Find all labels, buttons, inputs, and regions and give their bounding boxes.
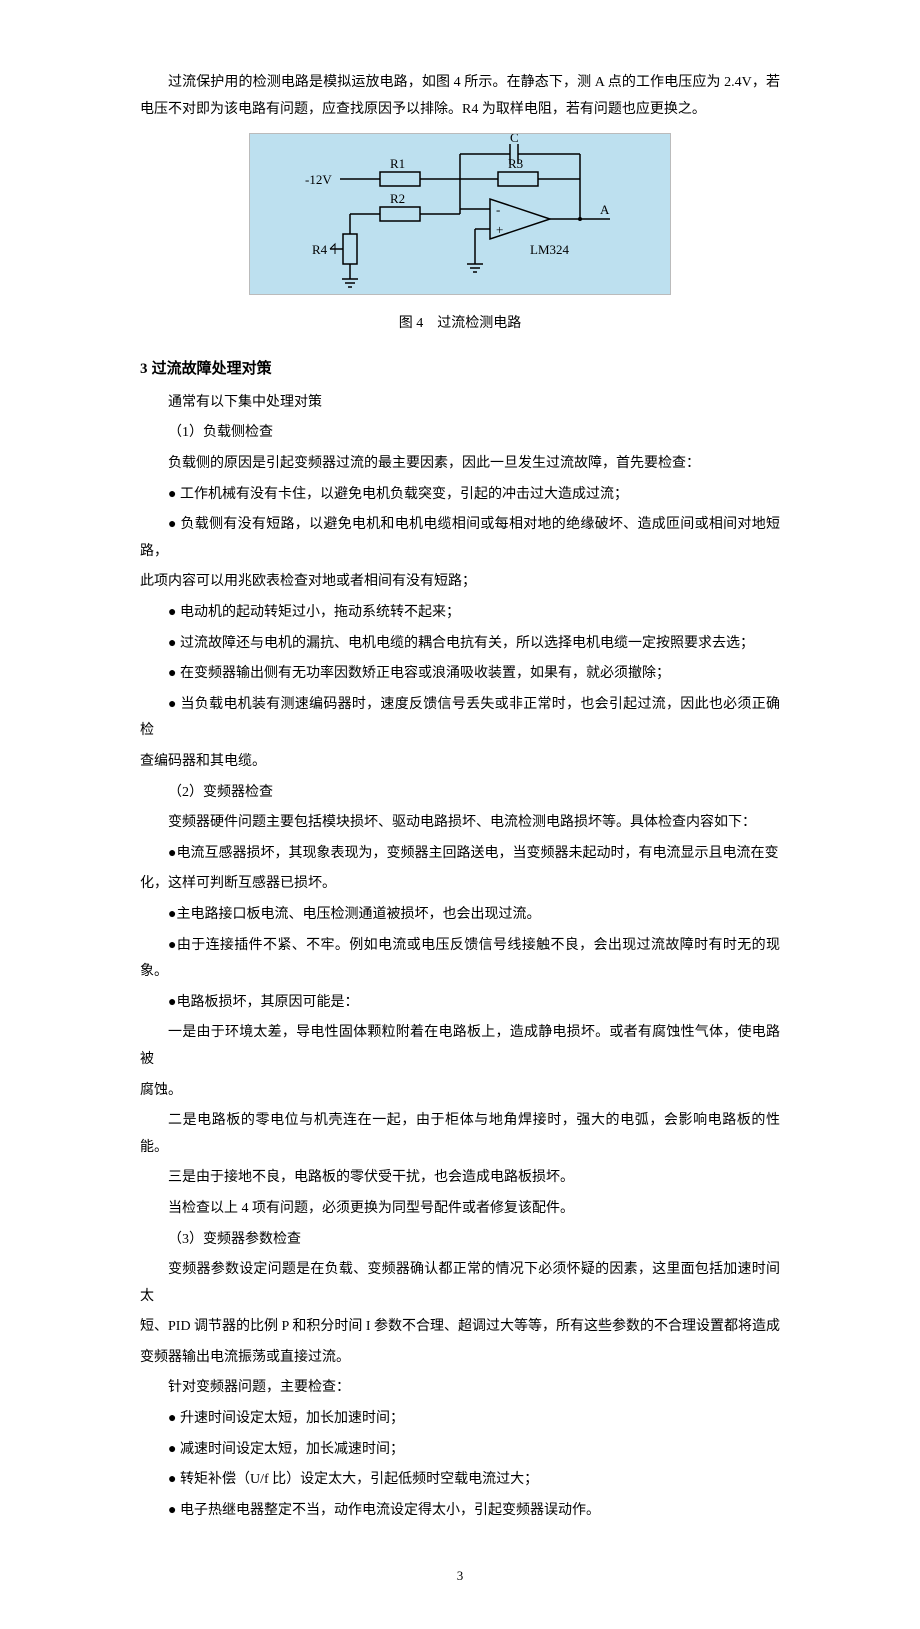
sec3-sub1-b1: ● 工作机械有没有卡住，以避免电机负载突变，引起的冲击过大造成过流； [140, 482, 780, 509]
sec3-sub2-end: 当检查以上 4 项有问题，必须更换为同型号配件或者修复该配件。 [140, 1196, 780, 1223]
opamp-plus: + [496, 222, 503, 237]
sec3-sub2-b1b: 化，这样可判断互感器已损坏。 [140, 871, 780, 898]
sec3-sub1-b5: ● 在变频器输出侧有无功率因数矫正电容或浪涌吸收装置，如果有，就必须撤除； [140, 661, 780, 688]
sec3-sub2-b3: ●由于连接插件不紧、不牢。例如电流或电压反馈信号线接触不良，会出现过流故障时有时… [140, 933, 780, 986]
circuit-svg: -12V R1 C R3 [250, 134, 670, 294]
sec3-sub1-title: （1）负载侧检查 [140, 420, 780, 447]
sec3-sub1-b6a: ● 当负载电机装有测速编码器时，速度反馈信号丢失或非正常时，也会引起过流，因此也… [140, 692, 780, 745]
label-c: C [510, 134, 519, 145]
section-3-num: 3 [140, 361, 148, 377]
sec3-sub2-r3: 三是由于接地不良，电路板的零伏受干扰，也会造成电路板损坏。 [140, 1165, 780, 1192]
label-minus12v: -12V [305, 172, 332, 187]
sec3-sub1-b4: ● 过流故障还与电机的漏抗、电机电缆的耦合电抗有关，所以选择电机电缆一定按照要求… [140, 631, 780, 658]
sec3-sub3-lead1: 变频器参数设定问题是在负载、变频器确认都正常的情况下必须怀疑的因素，这里面包括加… [140, 1257, 780, 1310]
figure-4-wrap: -12V R1 C R3 [140, 133, 780, 337]
figure-4-caption: 图 4 过流检测电路 [140, 311, 780, 338]
label-r2: R2 [390, 191, 405, 206]
label-a: A [600, 202, 610, 217]
circuit-diagram: -12V R1 C R3 [249, 133, 671, 295]
sec3-sub3-title: （3）变频器参数检查 [140, 1227, 780, 1254]
sec3-sub2-lead: 变频器硬件问题主要包括模块损坏、驱动电路损坏、电流检测电路损坏等。具体检查内容如… [140, 810, 780, 837]
sec3-sub1-lead: 负载侧的原因是引起变频器过流的最主要因素，因此一旦发生过流故障，首先要检查： [140, 451, 780, 478]
sec3-sub1-b3: ● 电动机的起动转矩过小，拖动系统转不起来； [140, 600, 780, 627]
sec3-sub2-b2: ●主电路接口板电流、电压检测通道被损坏，也会出现过流。 [140, 902, 780, 929]
sec3-sub3-b2: ● 减速时间设定太短，加长减速时间； [140, 1437, 780, 1464]
sec3-sub3-lead3: 变频器输出电流振荡或直接过流。 [140, 1345, 780, 1372]
sec3-sub2-r1b: 腐蚀。 [140, 1078, 780, 1105]
sec3-sub2-r2: 二是电路板的零电位与机壳连在一起，由于柜体与地角焊接时，强大的电弧，会影响电路板… [140, 1108, 780, 1161]
sec3-sub1-b2b: 此项内容可以用兆欧表检查对地或者相间有没有短路； [140, 569, 780, 596]
intro-paragraph: 过流保护用的检测电路是模拟运放电路，如图 4 所示。在静态下，测 A 点的工作电… [140, 70, 780, 123]
sec3-sub3-check: 针对变频器问题，主要检查： [140, 1375, 780, 1402]
label-r3: R3 [508, 156, 523, 171]
section-3-heading: 3 过流故障处理对策 [140, 355, 780, 384]
sec3-sub3-b1: ● 升速时间设定太短，加长加速时间； [140, 1406, 780, 1433]
opamp-minus: - [496, 202, 500, 217]
section-3-title: 过流故障处理对策 [152, 360, 272, 377]
sec3-sub2-b4: ●电路板损坏，其原因可能是： [140, 990, 780, 1017]
page-container: 过流保护用的检测电路是模拟运放电路，如图 4 所示。在静态下，测 A 点的工作电… [70, 0, 850, 1629]
page-number: 3 [140, 1564, 780, 1589]
sec3-sub1-b2a: ● 负载侧有没有短路，以避免电机和电机电缆相间或每相对地的绝缘破坏、造成匝间或相… [140, 512, 780, 565]
sec3-sub2-title: （2）变频器检查 [140, 780, 780, 807]
label-r1: R1 [390, 156, 405, 171]
sec3-sub2-r1a: 一是由于环境太差，导电性固体颗粒附着在电路板上，造成静电损坏。或者有腐蚀性气体，… [140, 1020, 780, 1073]
sec3-sub3-b4: ● 电子热继电器整定不当，动作电流设定得太小，引起变频器误动作。 [140, 1498, 780, 1525]
sec3-lead: 通常有以下集中处理对策 [140, 390, 780, 417]
label-lm324: LM324 [530, 242, 570, 257]
sec3-sub3-lead2: 短、PID 调节器的比例 P 和积分时间 I 参数不合理、超调过大等等，所有这些… [140, 1314, 780, 1341]
sec3-sub2-b1a: ●电流互感器损坏，其现象表现为，变频器主回路送电，当变频器未起动时，有电流显示且… [140, 841, 780, 868]
label-r4: R4 [312, 242, 328, 257]
sec3-sub1-b6b: 查编码器和其电缆。 [140, 749, 780, 776]
sec3-sub3-b3: ● 转矩补偿（U/f 比）设定太大，引起低频时空载电流过大； [140, 1467, 780, 1494]
